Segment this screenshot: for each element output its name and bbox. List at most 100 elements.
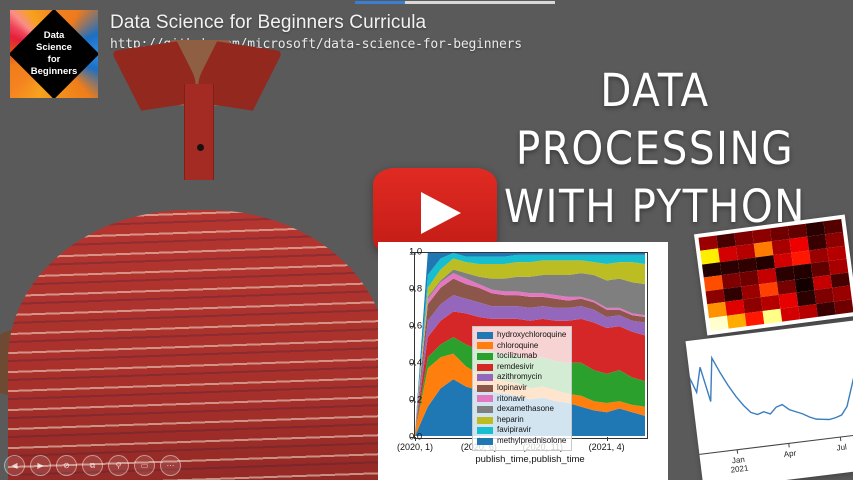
area-dexamethasone: [415, 269, 645, 433]
y-tick-mark: [410, 252, 414, 253]
no-entry-button[interactable]: ⊘: [56, 455, 77, 476]
previous-button[interactable]: ◀: [4, 455, 25, 476]
y-tick-label: 0.8: [409, 284, 422, 295]
area-lopinavir: [415, 278, 645, 433]
presenter-video: [0, 40, 400, 480]
page-title: Data Science for Beginners Curricula: [110, 12, 427, 33]
video-controls[interactable]: ◀ ▶ ⊘ ⧉ ⚲ ▭ ⋯: [4, 455, 181, 476]
heatmap-grid: [698, 219, 853, 331]
shirt-placket: [184, 84, 214, 180]
line-chart-axis: [694, 431, 853, 456]
y-tick-mark: [410, 289, 414, 290]
legend-label: ritonavir: [497, 393, 526, 403]
heatmap-figure: [693, 214, 853, 336]
logo-line-4: Beginners: [30, 66, 78, 77]
legend-label: tocilizumab: [497, 351, 538, 361]
logo-line-1: Data: [43, 30, 65, 41]
legend-label: heparin: [497, 414, 524, 424]
chart-legend: hydroxychloroquine chloroquine tocilizumab…: [472, 326, 573, 451]
legend-swatch: [477, 342, 493, 350]
legend-label: methylprednisolone: [497, 435, 567, 445]
line-series: [685, 346, 853, 456]
y-tick-label: 0.4: [409, 358, 422, 369]
y-tick-label: 0.2: [409, 395, 422, 406]
stacked-area-chart: 0.00.20.40.60.81.0 (2020, 1)(2020, 6)(20…: [378, 242, 668, 480]
legend-label: lopinavir: [497, 382, 527, 392]
legend-swatch: [477, 437, 493, 445]
progress-bar-track[interactable]: [355, 1, 555, 4]
legend-swatch: [477, 405, 493, 413]
legend-swatch: [477, 427, 493, 435]
line-chart-tick-label: Jan 2021: [729, 455, 749, 475]
line-chart-tick-label: Apr: [783, 449, 796, 459]
legend-item: azithromycin: [477, 372, 566, 383]
legend-label: dexamethasone: [497, 404, 554, 414]
logo-line-2: Science: [36, 42, 72, 53]
search-button[interactable]: ⚲: [108, 455, 129, 476]
legend-item: lopinavir: [477, 383, 566, 394]
legend-label: hydroxychloroquine: [497, 330, 567, 339]
note-button[interactable]: ▭: [134, 455, 155, 476]
line-path: [685, 346, 853, 421]
legend-item: favipiravir: [477, 425, 566, 436]
line-chart-tick-label: Jul: [836, 442, 847, 452]
y-tick-label: 1.0: [409, 247, 422, 258]
x-tick-label: (2021, 4): [588, 442, 625, 452]
legend-swatch: [477, 395, 493, 403]
line-chart-figure: Jan 2021 Apr Jul: [685, 319, 853, 480]
shirt-button: [197, 144, 204, 151]
logo-text: Data Science for Beginners: [10, 30, 98, 78]
play-button[interactable]: ▶: [30, 455, 51, 476]
legend-label: azithromycin: [497, 372, 542, 382]
x-tick-label: (2020, 1): [396, 442, 434, 452]
legend-item: dexamethasone: [477, 404, 566, 415]
legend-item: hydroxychloroquine: [477, 330, 566, 341]
heatmap-cell: [708, 315, 729, 331]
video-headline-line-1: Data Processing: [515, 64, 795, 175]
chart-x-axis-label: publish_time,publish_time: [475, 454, 585, 465]
presenter-torso: [8, 210, 388, 480]
legend-swatch: [477, 374, 493, 382]
x-tick-mark: [606, 437, 608, 441]
video-headline-line-2: with Python: [504, 180, 806, 233]
area-heparin: [415, 258, 645, 433]
y-tick-label: 0.6: [409, 321, 422, 332]
heatmap-cell: [833, 298, 853, 315]
logo-line-3: for: [47, 54, 61, 65]
youtube-play-button[interactable]: [373, 168, 497, 255]
shirt-stripes: [8, 210, 388, 480]
legend-swatch: [477, 384, 493, 392]
heatmap-cell: [762, 308, 783, 324]
legend-item: methylprednisolone: [477, 436, 566, 447]
legend-label: chloroquine: [497, 340, 539, 350]
y-tick-mark: [410, 326, 414, 327]
heatmap-cell: [744, 310, 765, 327]
video-headline: Data Processing with Python: [475, 62, 835, 236]
y-tick-mark: [410, 400, 414, 401]
legend-item: ritonavir: [477, 394, 566, 405]
progress-bar-fill: [355, 1, 405, 4]
legend-label: favipiravir: [497, 425, 532, 435]
more-button[interactable]: ⋯: [160, 455, 181, 476]
legend-item: tocilizumab: [477, 351, 566, 362]
tick-line-1: Jul: [835, 442, 848, 453]
heatmap-cell: [816, 301, 836, 317]
heatmap-cell: [798, 303, 818, 320]
tick-line-1: Apr: [783, 448, 797, 460]
legend-swatch: [477, 331, 493, 339]
heatmap-cell: [780, 305, 800, 322]
legend-item: heparin: [477, 415, 566, 426]
legend-item: chloroquine: [477, 341, 566, 352]
area-ritonavir: [415, 273, 645, 433]
legend-swatch: [477, 363, 493, 371]
heatmap-cell: [726, 312, 747, 329]
course-logo: Data Science for Beginners: [10, 10, 98, 98]
legend-item: remdesivir: [477, 362, 566, 373]
legend-swatch: [477, 352, 493, 360]
y-tick-mark: [410, 437, 414, 438]
legend-label: remdesivir: [497, 361, 534, 371]
copy-button[interactable]: ⧉: [82, 455, 103, 476]
x-tick-mark: [415, 437, 416, 441]
area-azithromycin: [415, 295, 645, 433]
